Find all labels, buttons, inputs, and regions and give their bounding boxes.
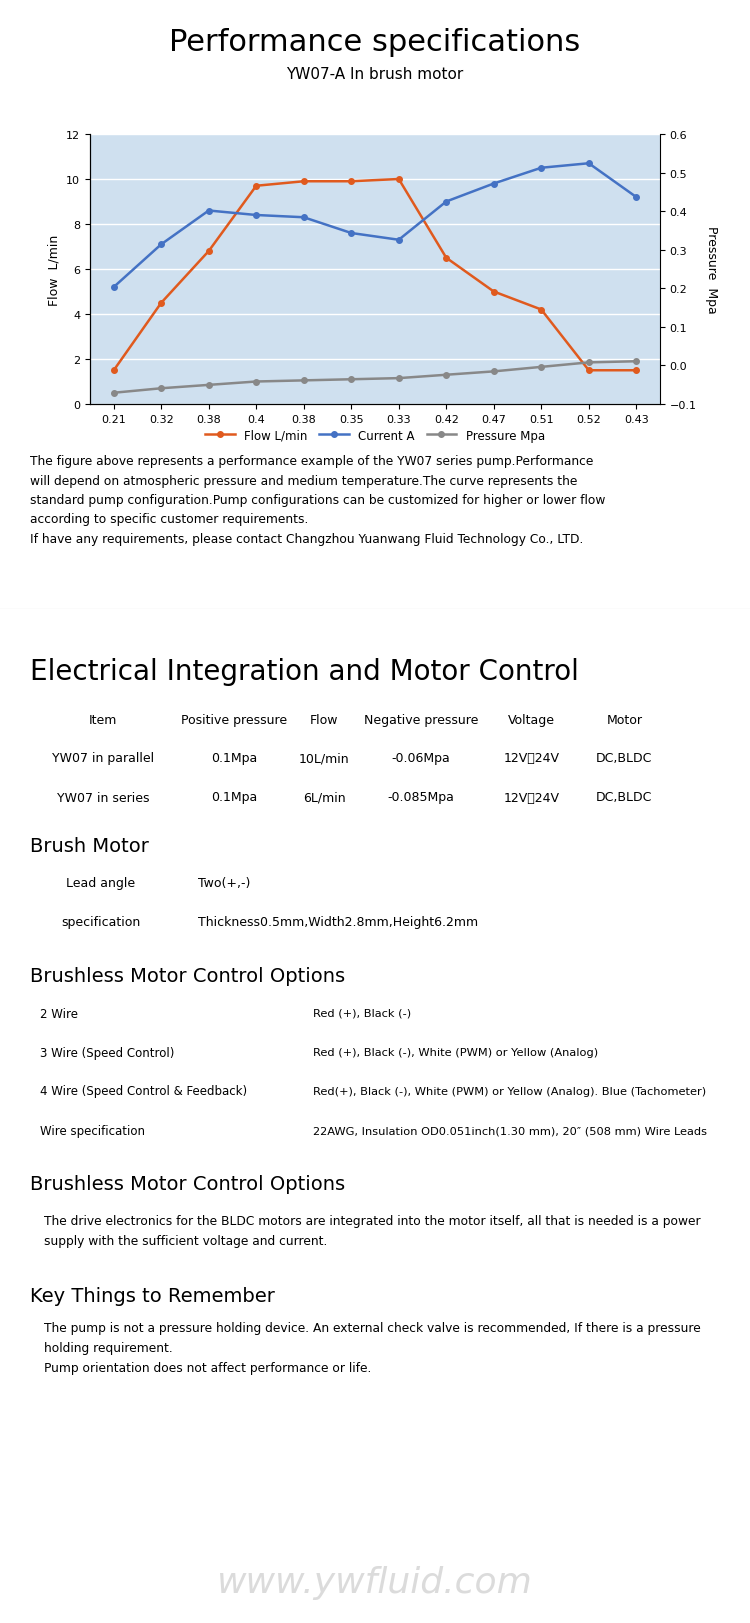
Text: Brushless Motor Control Options: Brushless Motor Control Options: [30, 966, 345, 985]
Text: Lead angle: Lead angle: [66, 876, 135, 889]
Text: www.ywfluid.com: www.ywfluid.com: [217, 1566, 533, 1599]
Text: YW07 in series: YW07 in series: [57, 790, 150, 803]
Text: Performance specifications: Performance specifications: [170, 28, 580, 57]
Text: Negative pressure: Negative pressure: [364, 712, 478, 725]
Text: DC,BLDC: DC,BLDC: [596, 751, 652, 764]
Text: Brush Motor: Brush Motor: [30, 836, 148, 855]
Text: 0.1Mpa: 0.1Mpa: [211, 751, 258, 764]
Text: 6L/min: 6L/min: [303, 790, 346, 803]
Legend: Flow L/min, Current A, Pressure Mpa: Flow L/min, Current A, Pressure Mpa: [200, 425, 550, 446]
Text: 12V，24V: 12V，24V: [503, 751, 560, 764]
Text: Red (+), Black (-), White (PWM) or Yellow (Analog): Red (+), Black (-), White (PWM) or Yello…: [314, 1047, 598, 1057]
Text: The figure above represents a performance example of the YW07 series pump.Perfor: The figure above represents a performanc…: [30, 454, 605, 545]
Text: 12V，24V: 12V，24V: [503, 790, 560, 803]
Text: Motor: Motor: [606, 712, 642, 725]
Text: -0.06Mpa: -0.06Mpa: [392, 751, 450, 764]
Y-axis label: Flow  L/min: Flow L/min: [47, 234, 61, 305]
Text: Electrical Integration and Motor Control: Electrical Integration and Motor Control: [30, 657, 579, 685]
Text: Thickness0.5mm,Width2.8mm,Height6.2mm: Thickness0.5mm,Width2.8mm,Height6.2mm: [198, 915, 478, 928]
Text: 2 Wire: 2 Wire: [40, 1006, 79, 1019]
Text: DC,BLDC: DC,BLDC: [596, 790, 652, 803]
Text: Red(+), Black (-), White (PWM) or Yellow (Analog). Blue (Tachometer): Red(+), Black (-), White (PWM) or Yellow…: [314, 1086, 706, 1096]
Text: Voltage: Voltage: [508, 712, 555, 725]
Text: 10L/min: 10L/min: [299, 751, 350, 764]
Text: 22AWG, Insulation OD0.051inch(1.30 mm), 20″ (508 mm) Wire Leads: 22AWG, Insulation OD0.051inch(1.30 mm), …: [314, 1125, 707, 1136]
Text: Wire specification: Wire specification: [40, 1123, 146, 1136]
Text: 0.1Mpa: 0.1Mpa: [211, 790, 258, 803]
Text: 4 Wire (Speed Control & Feedback): 4 Wire (Speed Control & Feedback): [40, 1084, 248, 1097]
Y-axis label: Pressure  Mpa: Pressure Mpa: [704, 226, 718, 313]
Text: 3 Wire (Speed Control): 3 Wire (Speed Control): [40, 1045, 175, 1058]
Text: YW07 in parallel: YW07 in parallel: [53, 751, 154, 764]
Text: -0.085Mpa: -0.085Mpa: [388, 790, 454, 803]
Text: YW07-A In brush motor: YW07-A In brush motor: [286, 67, 464, 81]
Text: Flow: Flow: [310, 712, 338, 725]
Text: The pump is not a pressure holding device. An external check valve is recommende: The pump is not a pressure holding devic…: [44, 1321, 700, 1375]
Text: specification: specification: [61, 915, 140, 928]
Text: Key Things to Remember: Key Things to Remember: [30, 1285, 274, 1305]
Text: Positive pressure: Positive pressure: [182, 712, 287, 725]
Text: Two(+,-): Two(+,-): [198, 876, 250, 889]
Text: Item: Item: [89, 712, 118, 725]
Text: Red (+), Black (-): Red (+), Black (-): [314, 1008, 411, 1018]
Text: Brushless Motor Control Options: Brushless Motor Control Options: [30, 1173, 345, 1193]
Text: The drive electronics for the BLDC motors are integrated into the motor itself, : The drive electronics for the BLDC motor…: [44, 1214, 700, 1246]
